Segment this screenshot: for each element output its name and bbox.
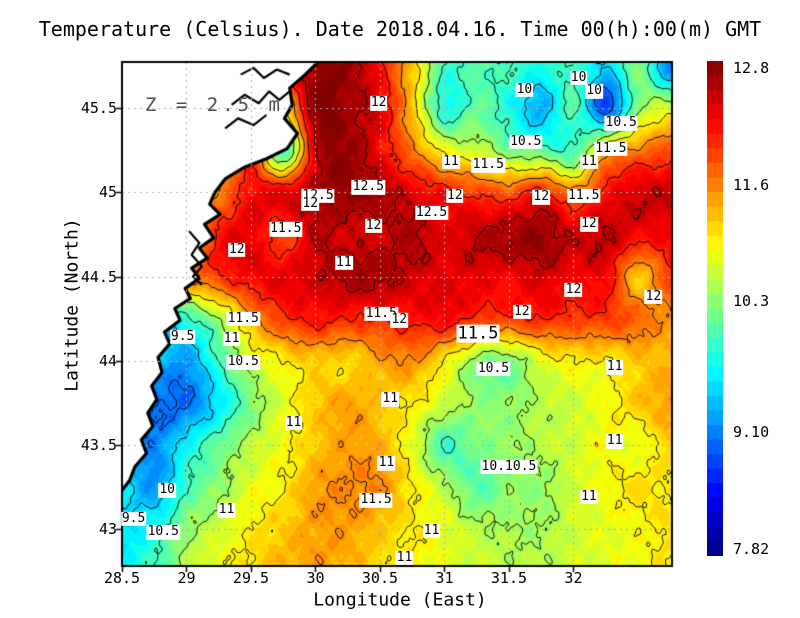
y-tick-label: 44.5 [80,267,117,286]
contour-label: 12.5 [351,179,386,195]
contour-label: 12 [227,241,246,257]
contour-label: 11 [422,522,441,538]
contour-label: 11 [335,254,353,271]
contour-label: 11 [217,502,236,518]
contour-label: 11 [381,391,400,407]
colorbar-tick-label: 10.3 [733,292,770,311]
chart-title: Temperature (Celsius). Date 2018.04.16. … [38,17,762,41]
y-tick-label: 43.5 [80,435,117,454]
contour-label: 11 [605,433,624,449]
contour-label: 11 [580,488,598,505]
y-tick-label: 43 [98,519,117,538]
contour-label: 11.5 [269,221,303,237]
contour-label: 9.5 [120,510,147,527]
contour-label: 11.5 [364,305,398,321]
contour-label: 11 [377,455,396,471]
contour-label: 9.5 [169,328,196,345]
contour-label: 11.5 [226,310,260,326]
contour-label: 10.5 [226,354,260,370]
x-tick-label: 30.5 [361,569,399,587]
depth-annotation: Z = 2.5 m [145,94,284,116]
contour-label: 12 [364,217,383,234]
contour-label: 11.5 [471,157,505,173]
x-tick-label: 31.5 [490,569,528,587]
contour-label: 11 [605,359,624,375]
contour-label: 11 [395,549,414,565]
contour-label: 10 [569,69,588,86]
colorbar-tick-label: 12.8 [733,59,770,78]
contour-label: 10.5 [509,133,543,150]
contour-label: 10.10.5 [480,458,538,474]
x-axis-label: Longitude (East) [313,589,487,611]
x-tick-label: 29 [177,569,196,587]
y-axis-label: Latitude (North) [61,218,83,392]
contour-label: 10.5 [604,115,638,131]
contour-label: 11 [284,414,303,431]
contour-label: 11.5 [567,187,601,203]
contour-label: 12 [513,303,531,320]
y-tick-label: 45 [98,183,117,202]
contour-label: 11 [442,153,460,170]
contour-label: 11.5 [594,140,628,156]
colorbar-tick-label: 9.10 [733,423,770,442]
contour-label: 10.5 [146,524,180,540]
contour-label: 10 [515,81,534,97]
contour-label: 12 [390,312,409,328]
contour-label: 10.5 [476,360,511,377]
x-tick-label: 32 [564,569,583,587]
contour-label: 11 [580,153,598,170]
contour-label: 12 [369,95,388,111]
contour-label: 11 [222,330,241,346]
contour-label: 11.5 [359,492,393,508]
contour-label: 12 [532,189,551,205]
contour-label: 12.5 [414,204,449,220]
contour-label: 12 [580,216,598,232]
x-tick-label: 31 [435,569,454,587]
contour-label: 12 [301,196,320,212]
contour-label: 11.5 [456,323,500,344]
contour-label: 12 [564,281,583,298]
contour-label: 12 [445,187,464,203]
contour-label: 10 [585,83,603,99]
x-tick-label: 29.5 [232,569,270,587]
colorbar-canvas [707,61,723,556]
x-tick-label: 30 [306,569,325,587]
y-tick-label: 44 [98,351,117,370]
x-tick-label: 28.5 [103,569,141,587]
contour-label: 12 [644,288,663,304]
y-tick-label: 45.5 [80,99,117,118]
contour-label: 10 [158,482,176,498]
colorbar-tick-label: 11.6 [733,175,770,194]
colorbar-tick-label: 7.82 [733,539,770,558]
